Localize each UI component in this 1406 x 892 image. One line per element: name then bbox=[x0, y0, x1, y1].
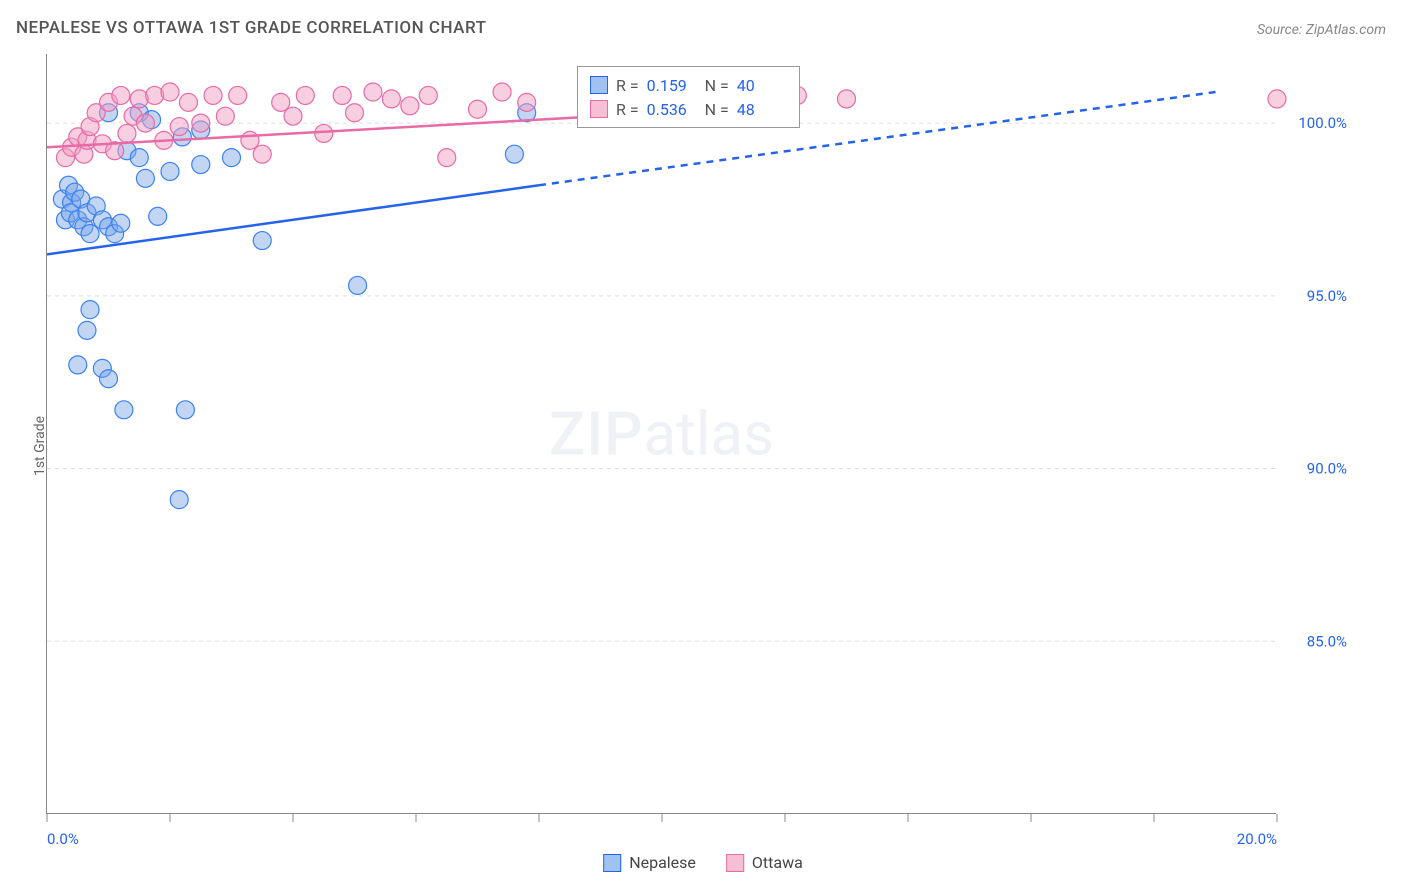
scatter-point bbox=[284, 107, 302, 125]
x-tick-label: 20.0% bbox=[1237, 830, 1277, 848]
legend-swatch bbox=[726, 854, 744, 872]
r-value: 0.536 bbox=[647, 100, 697, 119]
scatter-point bbox=[349, 276, 367, 294]
n-value: 40 bbox=[737, 76, 787, 95]
y-tick-label: 95.0% bbox=[1307, 287, 1347, 305]
n-value: 48 bbox=[737, 100, 787, 119]
legend-swatch bbox=[603, 854, 621, 872]
scatter-point bbox=[346, 104, 364, 122]
scatter-point bbox=[505, 145, 523, 163]
chart-title: NEPALESE VS OTTAWA 1ST GRADE CORRELATION… bbox=[16, 18, 486, 38]
scatter-point bbox=[518, 93, 536, 111]
legend-swatch bbox=[590, 76, 608, 94]
r-label: R = bbox=[616, 76, 639, 95]
series-legend: Nepalese Ottawa bbox=[603, 853, 803, 872]
scatter-point bbox=[364, 83, 382, 101]
n-label: N = bbox=[705, 76, 729, 95]
legend-swatch bbox=[590, 100, 608, 118]
scatter-point bbox=[130, 149, 148, 167]
scatter-point bbox=[253, 145, 271, 163]
correlation-row: R = 0.159 N = 40 bbox=[590, 73, 787, 97]
r-value: 0.159 bbox=[647, 76, 697, 95]
y-tick-label: 100.0% bbox=[1298, 114, 1347, 132]
scatter-point bbox=[216, 107, 234, 125]
scatter-point bbox=[161, 83, 179, 101]
scatter-point bbox=[382, 90, 400, 108]
correlation-chart: NEPALESE VS OTTAWA 1ST GRADE CORRELATION… bbox=[0, 0, 1406, 892]
scatter-point bbox=[170, 118, 188, 136]
x-tick-label: 0.0% bbox=[47, 830, 79, 848]
source-attribution: Source: ZipAtlas.com bbox=[1257, 22, 1386, 38]
scatter-point bbox=[419, 86, 437, 104]
scatter-point bbox=[838, 90, 856, 108]
scatter-point bbox=[100, 370, 118, 388]
legend-item: Ottawa bbox=[726, 853, 803, 872]
scatter-point bbox=[229, 86, 247, 104]
correlation-row: R = 0.536 N = 48 bbox=[590, 97, 787, 121]
scatter-point bbox=[204, 86, 222, 104]
scatter-point bbox=[69, 356, 87, 374]
scatter-point bbox=[315, 124, 333, 142]
scatter-point bbox=[118, 124, 136, 142]
scatter-point bbox=[438, 149, 456, 167]
scatter-point bbox=[296, 86, 314, 104]
scatter-point bbox=[192, 114, 210, 132]
scatter-point bbox=[401, 97, 419, 115]
legend-label: Nepalese bbox=[629, 853, 696, 872]
scatter-point bbox=[333, 86, 351, 104]
correlation-legend-box: R = 0.159 N = 40 R = 0.536 N = 48 bbox=[577, 66, 800, 128]
legend-item: Nepalese bbox=[603, 853, 696, 872]
scatter-point bbox=[136, 114, 154, 132]
scatter-point bbox=[223, 149, 241, 167]
scatter-point bbox=[78, 321, 96, 339]
scatter-point bbox=[161, 162, 179, 180]
legend-label: Ottawa bbox=[752, 853, 803, 872]
scatter-point bbox=[112, 214, 130, 232]
scatter-point bbox=[170, 491, 188, 509]
scatter-point bbox=[241, 131, 259, 149]
scatter-point bbox=[136, 169, 154, 187]
r-label: R = bbox=[616, 100, 639, 119]
scatter-point bbox=[272, 93, 290, 111]
y-tick-label: 85.0% bbox=[1307, 632, 1347, 650]
scatter-point bbox=[192, 156, 210, 174]
scatter-point bbox=[115, 401, 133, 419]
plot-area: 85.0%90.0%95.0%100.0%0.0%20.0% ZIPatlas … bbox=[46, 54, 1276, 814]
scatter-point bbox=[469, 100, 487, 118]
plot-svg: 85.0%90.0%95.0%100.0%0.0%20.0% bbox=[47, 54, 1277, 814]
scatter-point bbox=[81, 225, 99, 243]
n-label: N = bbox=[705, 100, 729, 119]
scatter-point bbox=[176, 401, 194, 419]
scatter-point bbox=[112, 86, 130, 104]
scatter-point bbox=[149, 207, 167, 225]
scatter-point bbox=[493, 83, 511, 101]
scatter-point bbox=[1268, 90, 1286, 108]
scatter-point bbox=[81, 301, 99, 319]
scatter-point bbox=[179, 93, 197, 111]
y-tick-label: 90.0% bbox=[1307, 460, 1347, 478]
scatter-point bbox=[253, 232, 271, 250]
